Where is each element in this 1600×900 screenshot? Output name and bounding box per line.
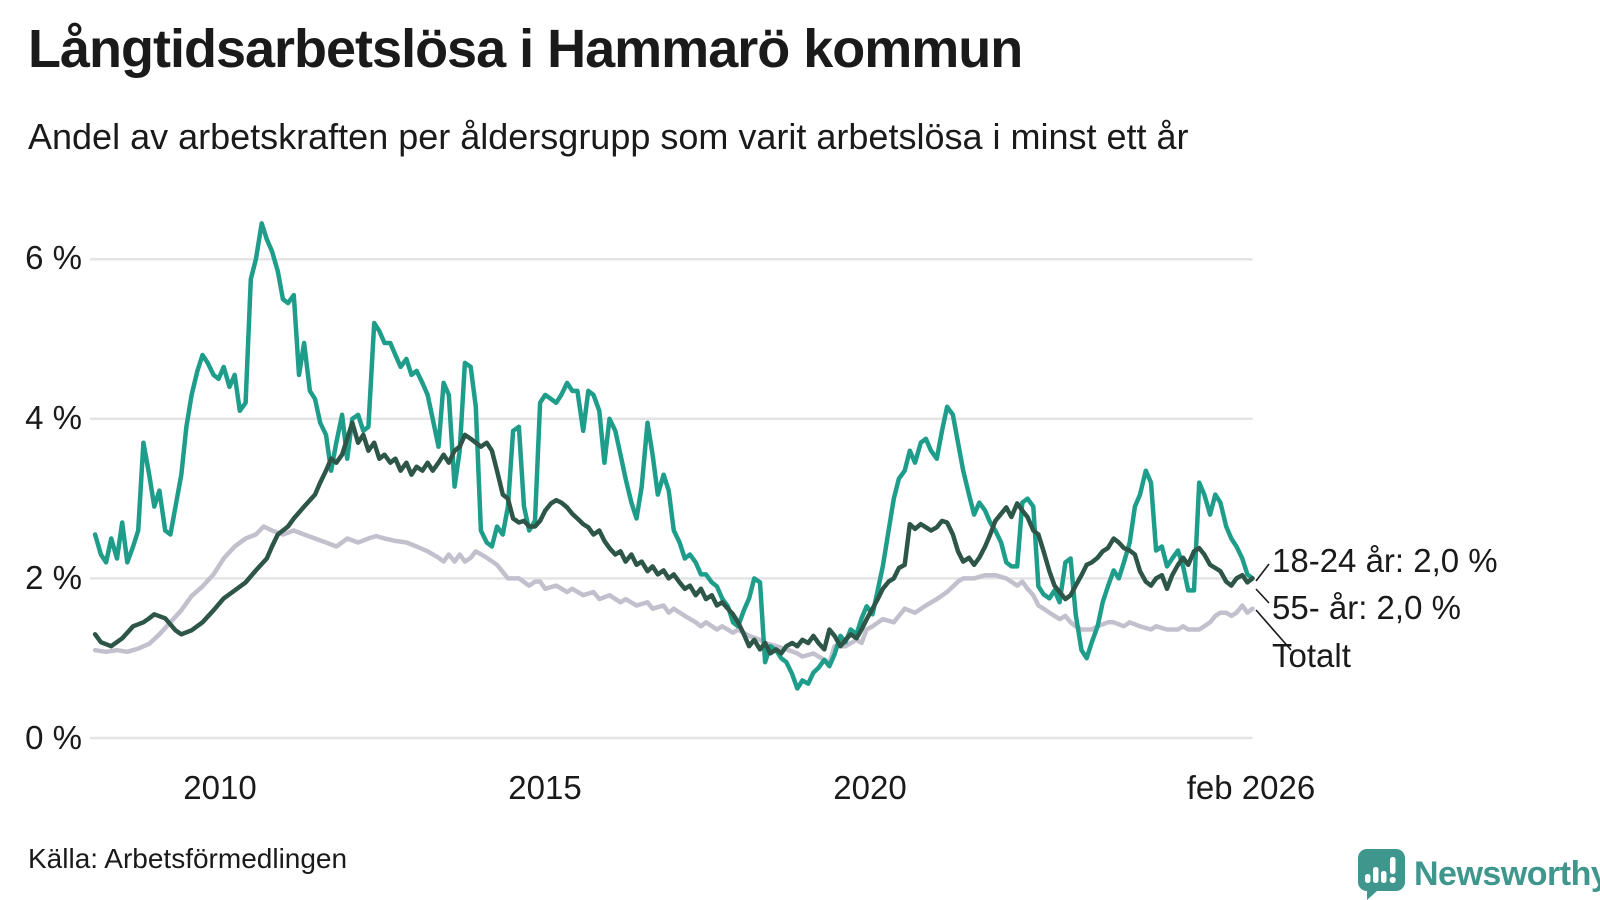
leader-totalt <box>1255 609 1292 651</box>
y-axis-tick-2: 2 % <box>25 559 82 596</box>
x-axis-tick-2020: 2020 <box>833 769 907 806</box>
series-end-label-55: 55- år: 2,0 % <box>1272 589 1461 626</box>
newsworthy-logo: Newsworthy <box>1356 848 1600 900</box>
series-lines <box>92 221 1255 691</box>
y-axis-tick-6: 6 % <box>25 239 82 276</box>
newsworthy-wordmark: Newsworthy <box>1414 854 1600 893</box>
y-axis-tick-4: 4 % <box>25 399 82 436</box>
x-axis-tick-feb-2026: feb 2026 <box>1186 769 1316 806</box>
y-axis-tick-0: 0 % <box>25 719 82 756</box>
leader-55 <box>1255 588 1270 604</box>
series-end-label-18-24: 18-24 år: 2,0 % <box>1272 542 1498 579</box>
series-line-18-24-r <box>92 221 1255 691</box>
gridlines <box>90 257 1253 740</box>
newsworthy-bubble-icon <box>1358 849 1405 900</box>
page-title: Långtidsarbetslösa i Hammarö kommun <box>28 19 1023 79</box>
x-axis-tick-2015: 2015 <box>508 769 582 806</box>
series-line-totalt <box>92 524 1255 666</box>
source-credit: Källa: Arbetsförmedlingen <box>28 843 348 874</box>
leader-18-24 <box>1255 563 1270 582</box>
series-end-label-totalt: Totalt <box>1272 637 1351 674</box>
series-line-55-r <box>92 420 1255 656</box>
page-subtitle: Andel av arbetskraften per åldersgrupp s… <box>28 116 1189 157</box>
annotation-leader-lines <box>1255 563 1292 651</box>
x-axis-tick-2010: 2010 <box>183 769 257 806</box>
